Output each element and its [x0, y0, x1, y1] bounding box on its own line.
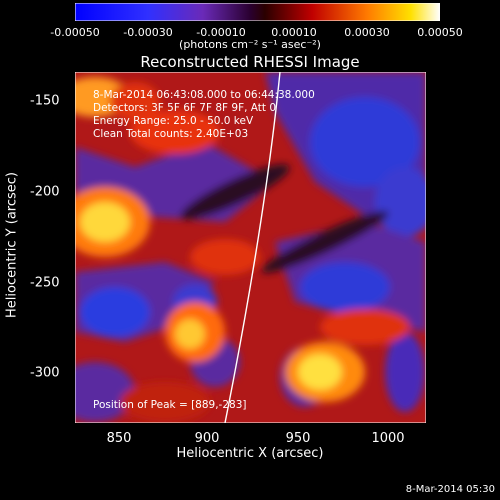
info-energy: Energy Range: 25.0 - 50.0 keV: [93, 115, 254, 127]
colorbar-tick: -0.00050: [50, 26, 100, 39]
y-tick: -250: [30, 275, 60, 291]
colorbar-tick: -0.00010: [196, 26, 246, 39]
x-tick: 900: [194, 431, 220, 446]
x-axis-label: Heliocentric X (arcsec): [176, 446, 324, 461]
info-peak: Position of Peak = [889,-283]: [93, 399, 247, 411]
colorbar: [75, 3, 440, 21]
info-time-range: 8-Mar-2014 06:43:08.000 to 06:44:38.000: [93, 89, 315, 101]
solar-limb-line: [224, 72, 281, 423]
footer-date: 8-Mar-2014 05:30: [405, 484, 495, 495]
info-clean: Clean Total counts: 2.40E+03: [93, 128, 249, 140]
y-tick: -200: [30, 184, 60, 200]
x-tick: 1000: [371, 431, 405, 446]
y-tick: -300: [30, 365, 60, 381]
colorbar-tick: 0.00050: [417, 26, 463, 39]
x-tick: 950: [285, 431, 311, 446]
colorbar-units: (photons cm⁻² s⁻¹ asec⁻²): [179, 38, 321, 51]
rhessi-image: [75, 72, 426, 423]
y-axis-label-wrap: Heliocentric Y (arcsec): [0, 160, 24, 330]
image-title: Reconstructed RHESSI Image: [140, 53, 360, 71]
info-detectors: Detectors: 3F 5F 6F 7F 8F 9F, Att 0: [93, 102, 277, 114]
y-tick: -150: [30, 93, 60, 109]
x-tick: 850: [106, 431, 132, 446]
colorbar-tick: 0.00010: [271, 26, 317, 39]
colorbar-tick: -0.00030: [123, 26, 173, 39]
y-axis-label: Heliocentric Y (arcsec): [4, 172, 20, 318]
colorbar-tick: 0.00030: [344, 26, 390, 39]
